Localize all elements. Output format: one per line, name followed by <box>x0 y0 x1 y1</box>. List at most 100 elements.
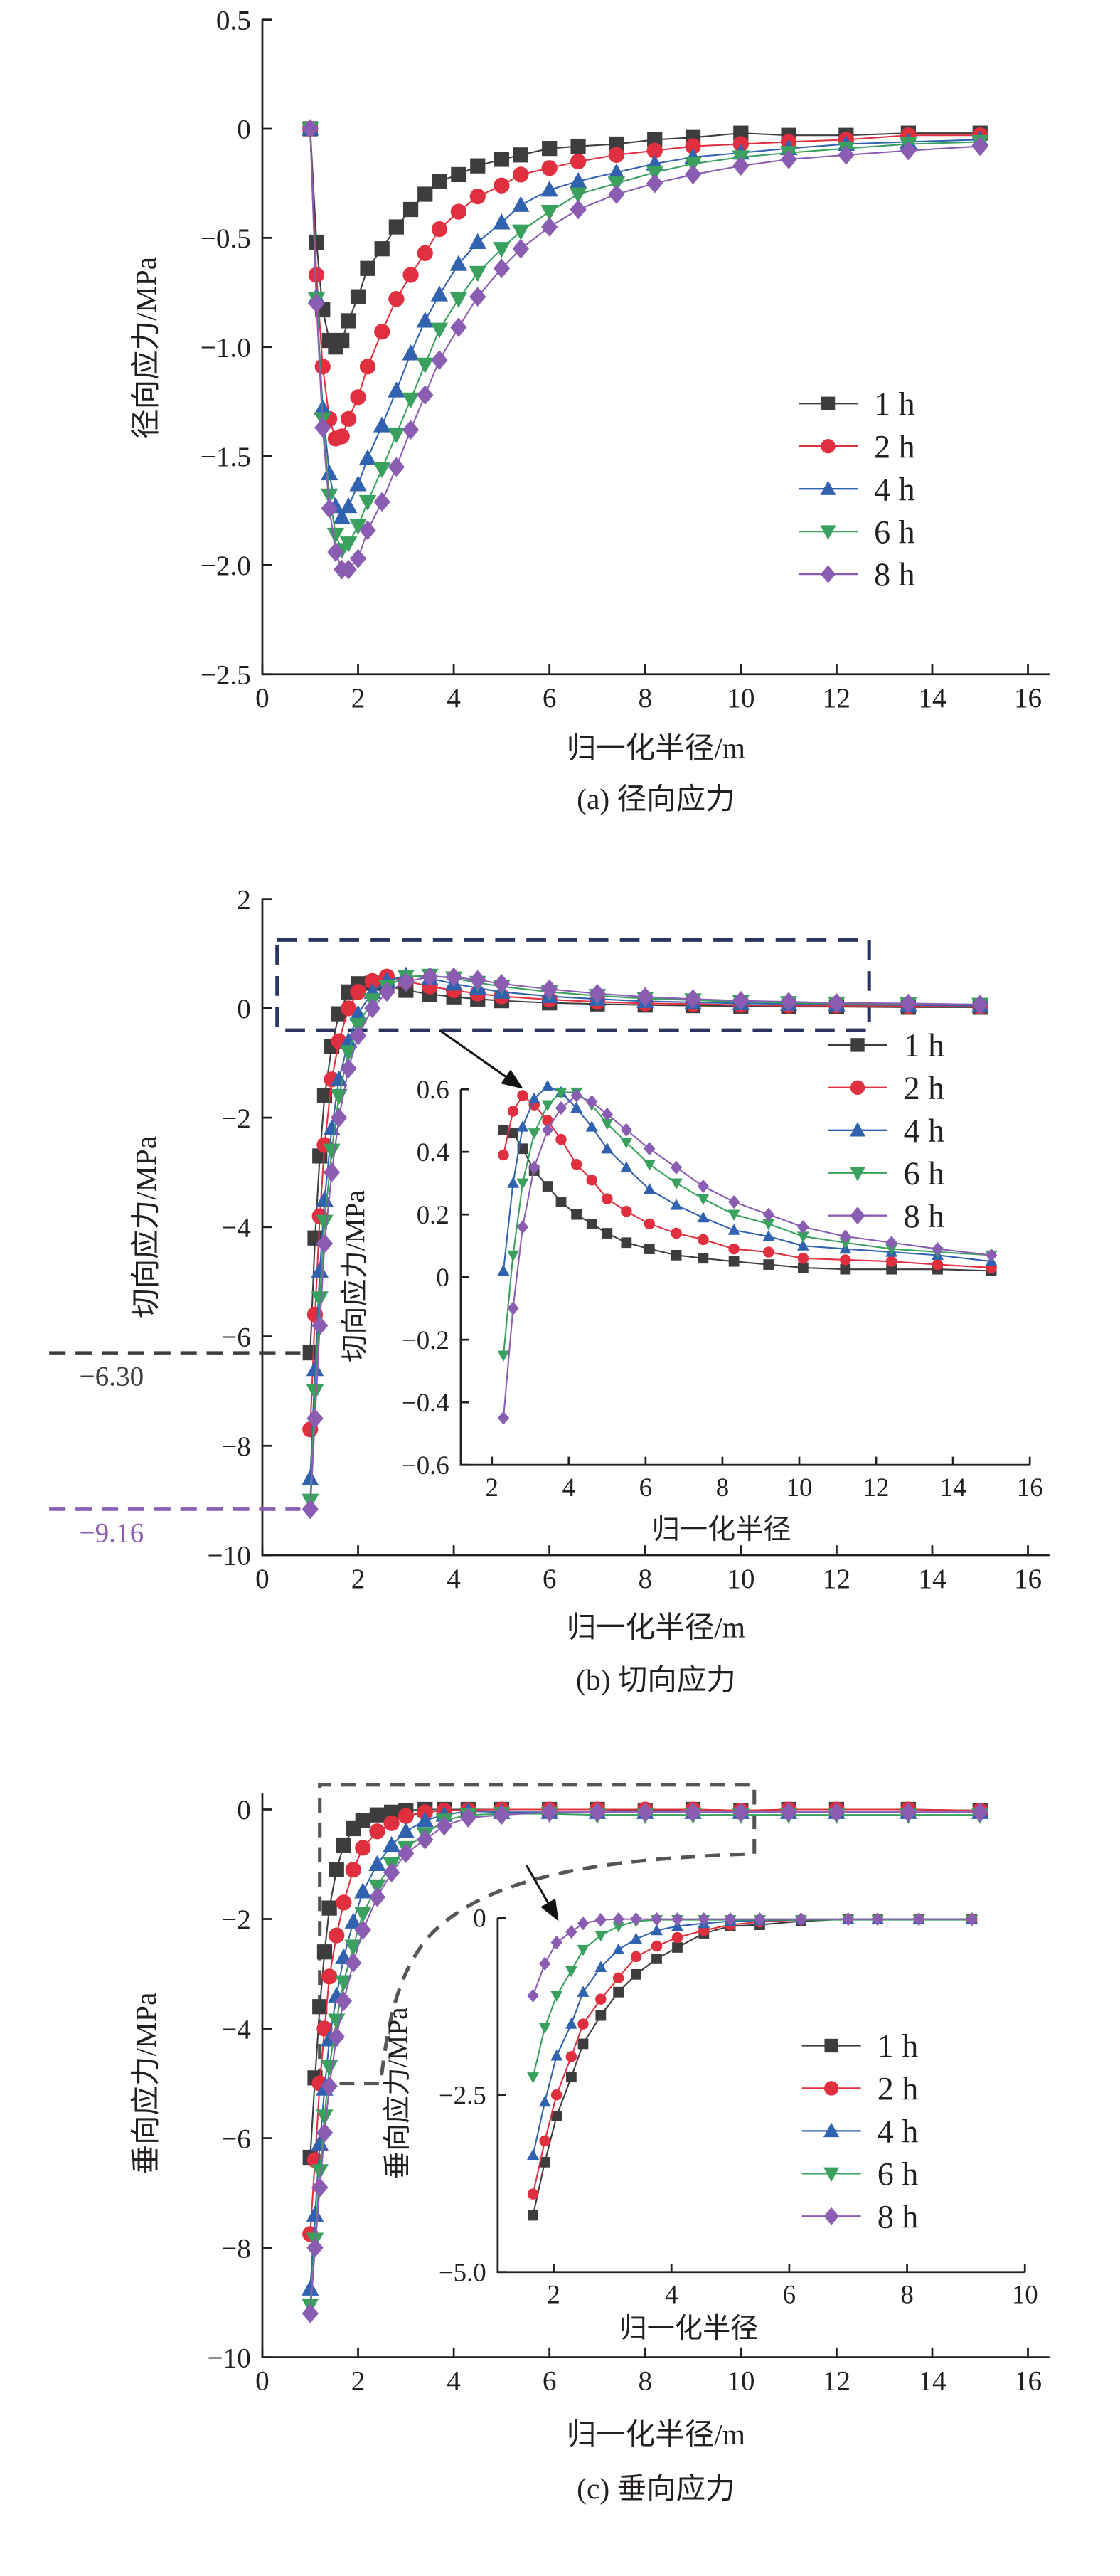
x-tick-label: 0 <box>255 683 270 714</box>
series-line <box>309 128 981 349</box>
data-point <box>555 1197 567 1207</box>
data-point <box>971 136 988 157</box>
data-point <box>608 184 625 204</box>
data-point <box>570 1088 582 1103</box>
x-tick-label: 4 <box>447 1564 461 1594</box>
data-point <box>373 416 391 433</box>
data-point <box>349 475 367 492</box>
y-tick-label: −2 <box>221 1103 251 1134</box>
data-point <box>550 2050 563 2061</box>
x-tick-label: 8 <box>716 1473 729 1502</box>
data-point <box>316 2109 334 2126</box>
y-tick-label: −4 <box>221 2014 251 2045</box>
y-tick-label: −8 <box>221 1431 251 1462</box>
data-point <box>497 1264 510 1276</box>
data-point <box>513 166 529 183</box>
data-point <box>609 136 624 152</box>
data-point <box>316 1214 334 1231</box>
data-point <box>306 2205 324 2222</box>
x-tick-label: 10 <box>727 1564 754 1594</box>
data-point <box>323 1162 341 1182</box>
data-point <box>358 449 377 465</box>
chart-b-inset: 2 4 6 8 10 12 14 16 0.6 0.4 0.2 0 −0.2 −0.4 −0.6 归一化半径 切… <box>340 1075 1043 1545</box>
y-tick-label: −2.5 <box>439 2081 486 2110</box>
data-point <box>697 1179 710 1194</box>
x-tick-label: 6 <box>543 683 557 714</box>
data-point <box>595 2010 607 2021</box>
data-point <box>311 1291 329 1308</box>
data-point <box>732 1802 750 1823</box>
data-point <box>349 1026 367 1046</box>
data-point <box>602 1228 613 1239</box>
data-point <box>885 1244 898 1256</box>
data-point <box>551 2111 562 2121</box>
x-axis-label: 归一化半径 <box>652 1515 791 1545</box>
data-point <box>540 181 558 197</box>
data-point <box>349 519 367 535</box>
y-tick-label: 0.6 <box>417 1075 449 1104</box>
series-4h <box>497 1079 998 1276</box>
data-point <box>612 1943 625 1955</box>
legend-label: 8 h <box>878 2198 919 2235</box>
data-point <box>388 427 405 444</box>
data-point <box>646 173 663 194</box>
chart-caption: (b) 切向应力 <box>576 1663 736 1697</box>
data-point <box>780 992 797 1012</box>
data-point <box>513 147 528 163</box>
data-point <box>417 245 433 261</box>
data-point <box>527 2148 540 2160</box>
data-point <box>651 1924 663 1936</box>
data-point <box>368 1879 386 1896</box>
x-tick-label: 8 <box>638 1564 652 1594</box>
data-point <box>350 289 366 304</box>
series-line <box>309 975 981 1430</box>
x-tick-label: 2 <box>486 1473 498 1502</box>
series-line <box>309 975 981 1501</box>
data-point <box>340 1000 357 1017</box>
data-point <box>555 1087 567 1099</box>
data-point <box>612 1972 624 1984</box>
data-point <box>430 285 449 302</box>
data-point <box>398 1808 414 1824</box>
y-axis-label: 垂向应力/MPa <box>383 2008 413 2180</box>
data-point <box>651 1912 663 1926</box>
data-point <box>570 199 587 220</box>
zoom-arrow-b <box>439 1029 523 1089</box>
data-point <box>416 357 434 373</box>
data-point <box>328 2027 345 2047</box>
data-point <box>311 2164 329 2180</box>
series-line <box>309 975 981 1510</box>
data-point <box>541 160 558 176</box>
data-point <box>402 344 420 361</box>
series-8h <box>302 119 988 580</box>
data-point <box>334 332 350 349</box>
data-point <box>594 1961 607 1973</box>
data-point <box>577 1986 590 1997</box>
x-axis-label: 归一化半径/m <box>567 2418 745 2451</box>
legend: 1 h 2 h 4 h 6 h 8 h <box>828 1027 945 1234</box>
y-tick-label: −6 <box>221 2124 251 2154</box>
legend: 1 h 2 h 4 h 6 h 8 h <box>799 386 915 593</box>
y-tick-label: −8 <box>221 2233 251 2264</box>
series-line <box>309 128 981 551</box>
axes <box>261 19 1050 676</box>
data-point <box>900 993 917 1014</box>
data-point <box>469 265 486 282</box>
legend-label: 2 h <box>904 1070 945 1106</box>
data-point <box>306 1409 324 1429</box>
y-tick-label: −6 <box>221 1322 251 1352</box>
data-point <box>359 359 376 375</box>
data-point <box>986 1248 998 1262</box>
data-point <box>607 163 626 179</box>
legend-marker <box>821 439 836 454</box>
data-point <box>335 1975 353 1991</box>
data-point <box>398 1843 415 1863</box>
data-point <box>431 221 448 238</box>
legend-label: 8 h <box>904 1198 945 1234</box>
data-point <box>497 1350 510 1362</box>
series-8h <box>527 1912 978 2003</box>
x-tick-label: 8 <box>638 683 652 714</box>
data-point <box>621 1206 632 1217</box>
x-tick-label: 4 <box>665 2280 678 2309</box>
